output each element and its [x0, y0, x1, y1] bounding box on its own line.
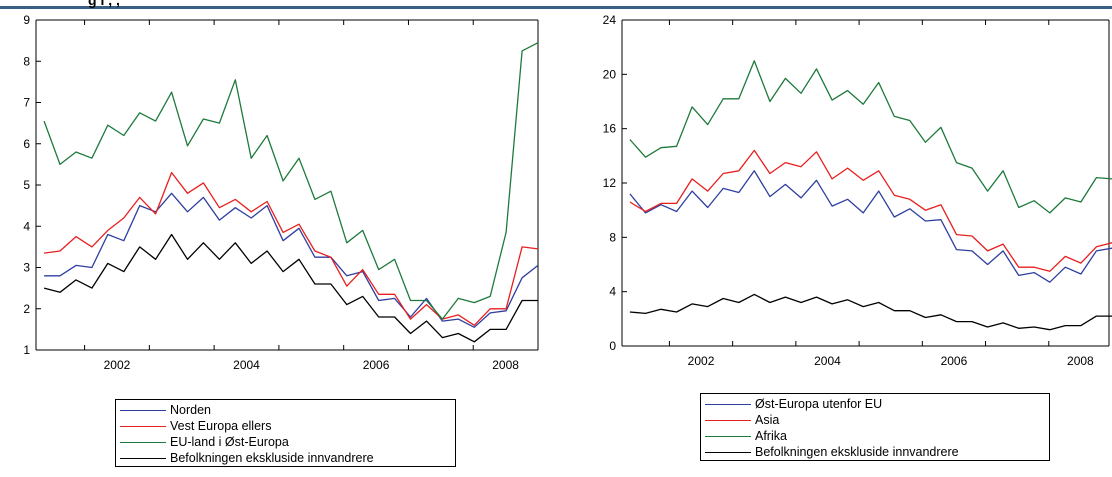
- y-tick-label: 3: [23, 261, 30, 275]
- legend-label: Vest Europa ellers: [170, 419, 272, 433]
- legend-label: Afrika: [755, 429, 787, 443]
- legend-swatch: [705, 435, 751, 437]
- x-tick-label: 2008: [1067, 354, 1094, 368]
- series-line: [629, 293, 1112, 331]
- legend-label: Befolkningen ekskluside innvandrere: [755, 445, 959, 459]
- y-tick-label: 0: [609, 339, 616, 353]
- y-tick-label: 16: [603, 122, 617, 136]
- y-tick-label: 1: [23, 343, 30, 357]
- legend-swatch: [705, 419, 751, 421]
- legend-item: Asia: [705, 412, 1045, 428]
- legend-label: Norden: [170, 403, 211, 417]
- x-tick-label: 2006: [941, 354, 968, 368]
- x-tick-label: 2002: [688, 354, 715, 368]
- legend-swatch: [120, 441, 166, 443]
- legend-item: Vest Europa ellers: [120, 418, 451, 434]
- y-tick-label: 4: [609, 285, 616, 299]
- legend-label: Øst-Europa utenfor EU: [755, 397, 883, 411]
- legend-item: Befolkningen ekskluside innvandrere: [705, 444, 1045, 460]
- y-tick-label: 9: [23, 13, 30, 27]
- x-tick-label: 2004: [814, 354, 841, 368]
- y-tick-label: 8: [23, 54, 30, 68]
- top-header-band: g i , ,: [0, 0, 1112, 11]
- series-line: [44, 171, 539, 326]
- y-tick-label: 12: [603, 176, 617, 190]
- header-cut-text: g i , ,: [88, 0, 120, 8]
- header-rule: [0, 6, 1112, 9]
- y-tick-label: 6: [23, 137, 30, 151]
- legend-label: EU-land i Øst-Europa: [170, 435, 289, 449]
- legend-item: Norden: [120, 402, 451, 418]
- legend-swatch: [120, 425, 166, 427]
- x-tick-label: 2004: [233, 358, 260, 372]
- y-tick-label: 24: [603, 13, 617, 27]
- x-tick-label: 2006: [363, 358, 390, 372]
- legend-item: EU-land i Øst-Europa: [120, 434, 451, 450]
- x-tick-label: 2002: [104, 358, 131, 372]
- legend-label: Befolkningen ekskluside innvandrere: [170, 451, 374, 465]
- series-line: [44, 192, 539, 328]
- legend-swatch: [705, 451, 751, 453]
- y-tick-label: 5: [23, 178, 30, 192]
- series-line: [629, 149, 1112, 272]
- y-tick-label: 20: [603, 67, 617, 81]
- legend-right-chart: Øst-Europa utenfor EU Asia Afrika Befolknin…: [700, 393, 1050, 461]
- x-tick-label: 2008: [492, 358, 519, 372]
- y-tick-label: 8: [609, 230, 616, 244]
- legend-swatch: [120, 457, 166, 459]
- legend-item: Øst-Europa utenfor EU: [705, 396, 1045, 412]
- series-line: [43, 233, 538, 343]
- y-tick-label: 7: [23, 96, 30, 110]
- y-tick-label: 4: [23, 219, 30, 233]
- legend-swatch: [120, 409, 166, 411]
- legend-item: Befolkningen ekskluside innvandrere: [120, 450, 451, 466]
- series-line: [629, 60, 1112, 214]
- series-line: [629, 170, 1112, 283]
- legend-item: Afrika: [705, 428, 1045, 444]
- legend-swatch: [705, 403, 751, 405]
- legend-left-chart: Norden Vest Europa ellers EU-land i Øst-Eu…: [115, 399, 456, 467]
- legend-label: Asia: [755, 413, 780, 427]
- series-line: [43, 42, 539, 320]
- y-tick-label: 2: [23, 302, 30, 316]
